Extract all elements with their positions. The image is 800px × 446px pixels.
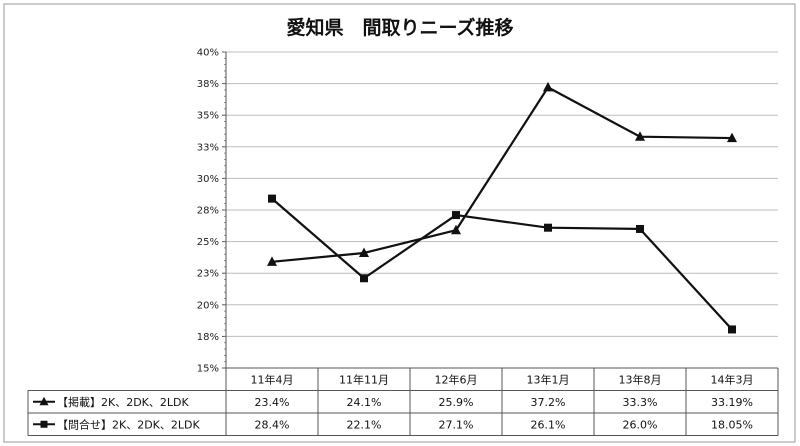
triangle-marker	[543, 81, 553, 92]
data-label: 26.1%	[531, 418, 566, 431]
data-label: 26.0%	[623, 418, 658, 431]
data-label: 27.1%	[439, 418, 474, 431]
square-marker	[268, 194, 276, 203]
legend-key-triangle	[39, 396, 49, 406]
y-tick-label: 33%	[197, 142, 219, 153]
data-label: 37.2%	[531, 396, 566, 409]
category-label: 11年4月	[251, 373, 294, 387]
y-tick-label: 28%	[197, 206, 219, 217]
data-label: 25.9%	[439, 396, 474, 409]
y-tick-label: 35%	[197, 111, 219, 122]
category-label: 12年6月	[435, 373, 478, 387]
y-tick-label: 25%	[197, 237, 219, 248]
data-label: 24.1%	[347, 396, 382, 409]
data-label: 33.3%	[623, 396, 658, 409]
y-tick-label: 20%	[197, 300, 219, 311]
y-tick-label: 23%	[197, 269, 219, 280]
data-label: 33.19%	[711, 396, 753, 409]
square-marker	[544, 223, 552, 232]
triangle-marker	[635, 131, 645, 141]
triangle-marker	[451, 224, 461, 235]
category-label: 14年3月	[711, 373, 754, 387]
chart-border	[3, 3, 796, 443]
data-label: 23.4%	[255, 396, 290, 409]
legend-key-square	[40, 420, 48, 428]
series-line-1	[271, 86, 733, 263]
triangle-marker	[727, 132, 737, 143]
y-tick-label: 38%	[197, 79, 219, 90]
y-tick-label: 18%	[197, 332, 219, 343]
legend-label: 【掲載】2K、2DK、2LDK	[57, 395, 189, 409]
square-marker	[636, 224, 644, 233]
y-axis: 40% 38% 35% 33% 30% 28% 25% 23% 20% 18% 15%	[197, 48, 227, 375]
y-tick-label: 15%	[197, 364, 219, 375]
square-marker	[360, 274, 368, 283]
data-label: 18.05%	[711, 418, 753, 431]
square-marker	[452, 211, 460, 220]
legend-label: 【問合せ】2K、2DK、2LDK	[57, 417, 200, 431]
data-table: 11年4月 11年11月 12年6月 13年1月 13年8月 14年3月【掲載】2K、2D…	[27, 367, 779, 436]
category-label: 13年8月	[619, 373, 662, 387]
category-label: 11年11月	[339, 373, 389, 387]
chart-title: 愛知県 間取りニーズ推移	[286, 16, 513, 39]
y-tick-label: 30%	[197, 174, 219, 185]
data-label: 22.1%	[347, 418, 382, 431]
y-tick-label: 40%	[197, 48, 219, 59]
series-lines	[267, 81, 737, 334]
triangle-marker	[359, 247, 369, 257]
series-line-2	[271, 197, 733, 331]
data-label: 28.4%	[255, 418, 290, 431]
square-marker	[728, 325, 736, 334]
category-label: 13年1月	[527, 373, 570, 387]
triangle-marker	[267, 256, 277, 266]
